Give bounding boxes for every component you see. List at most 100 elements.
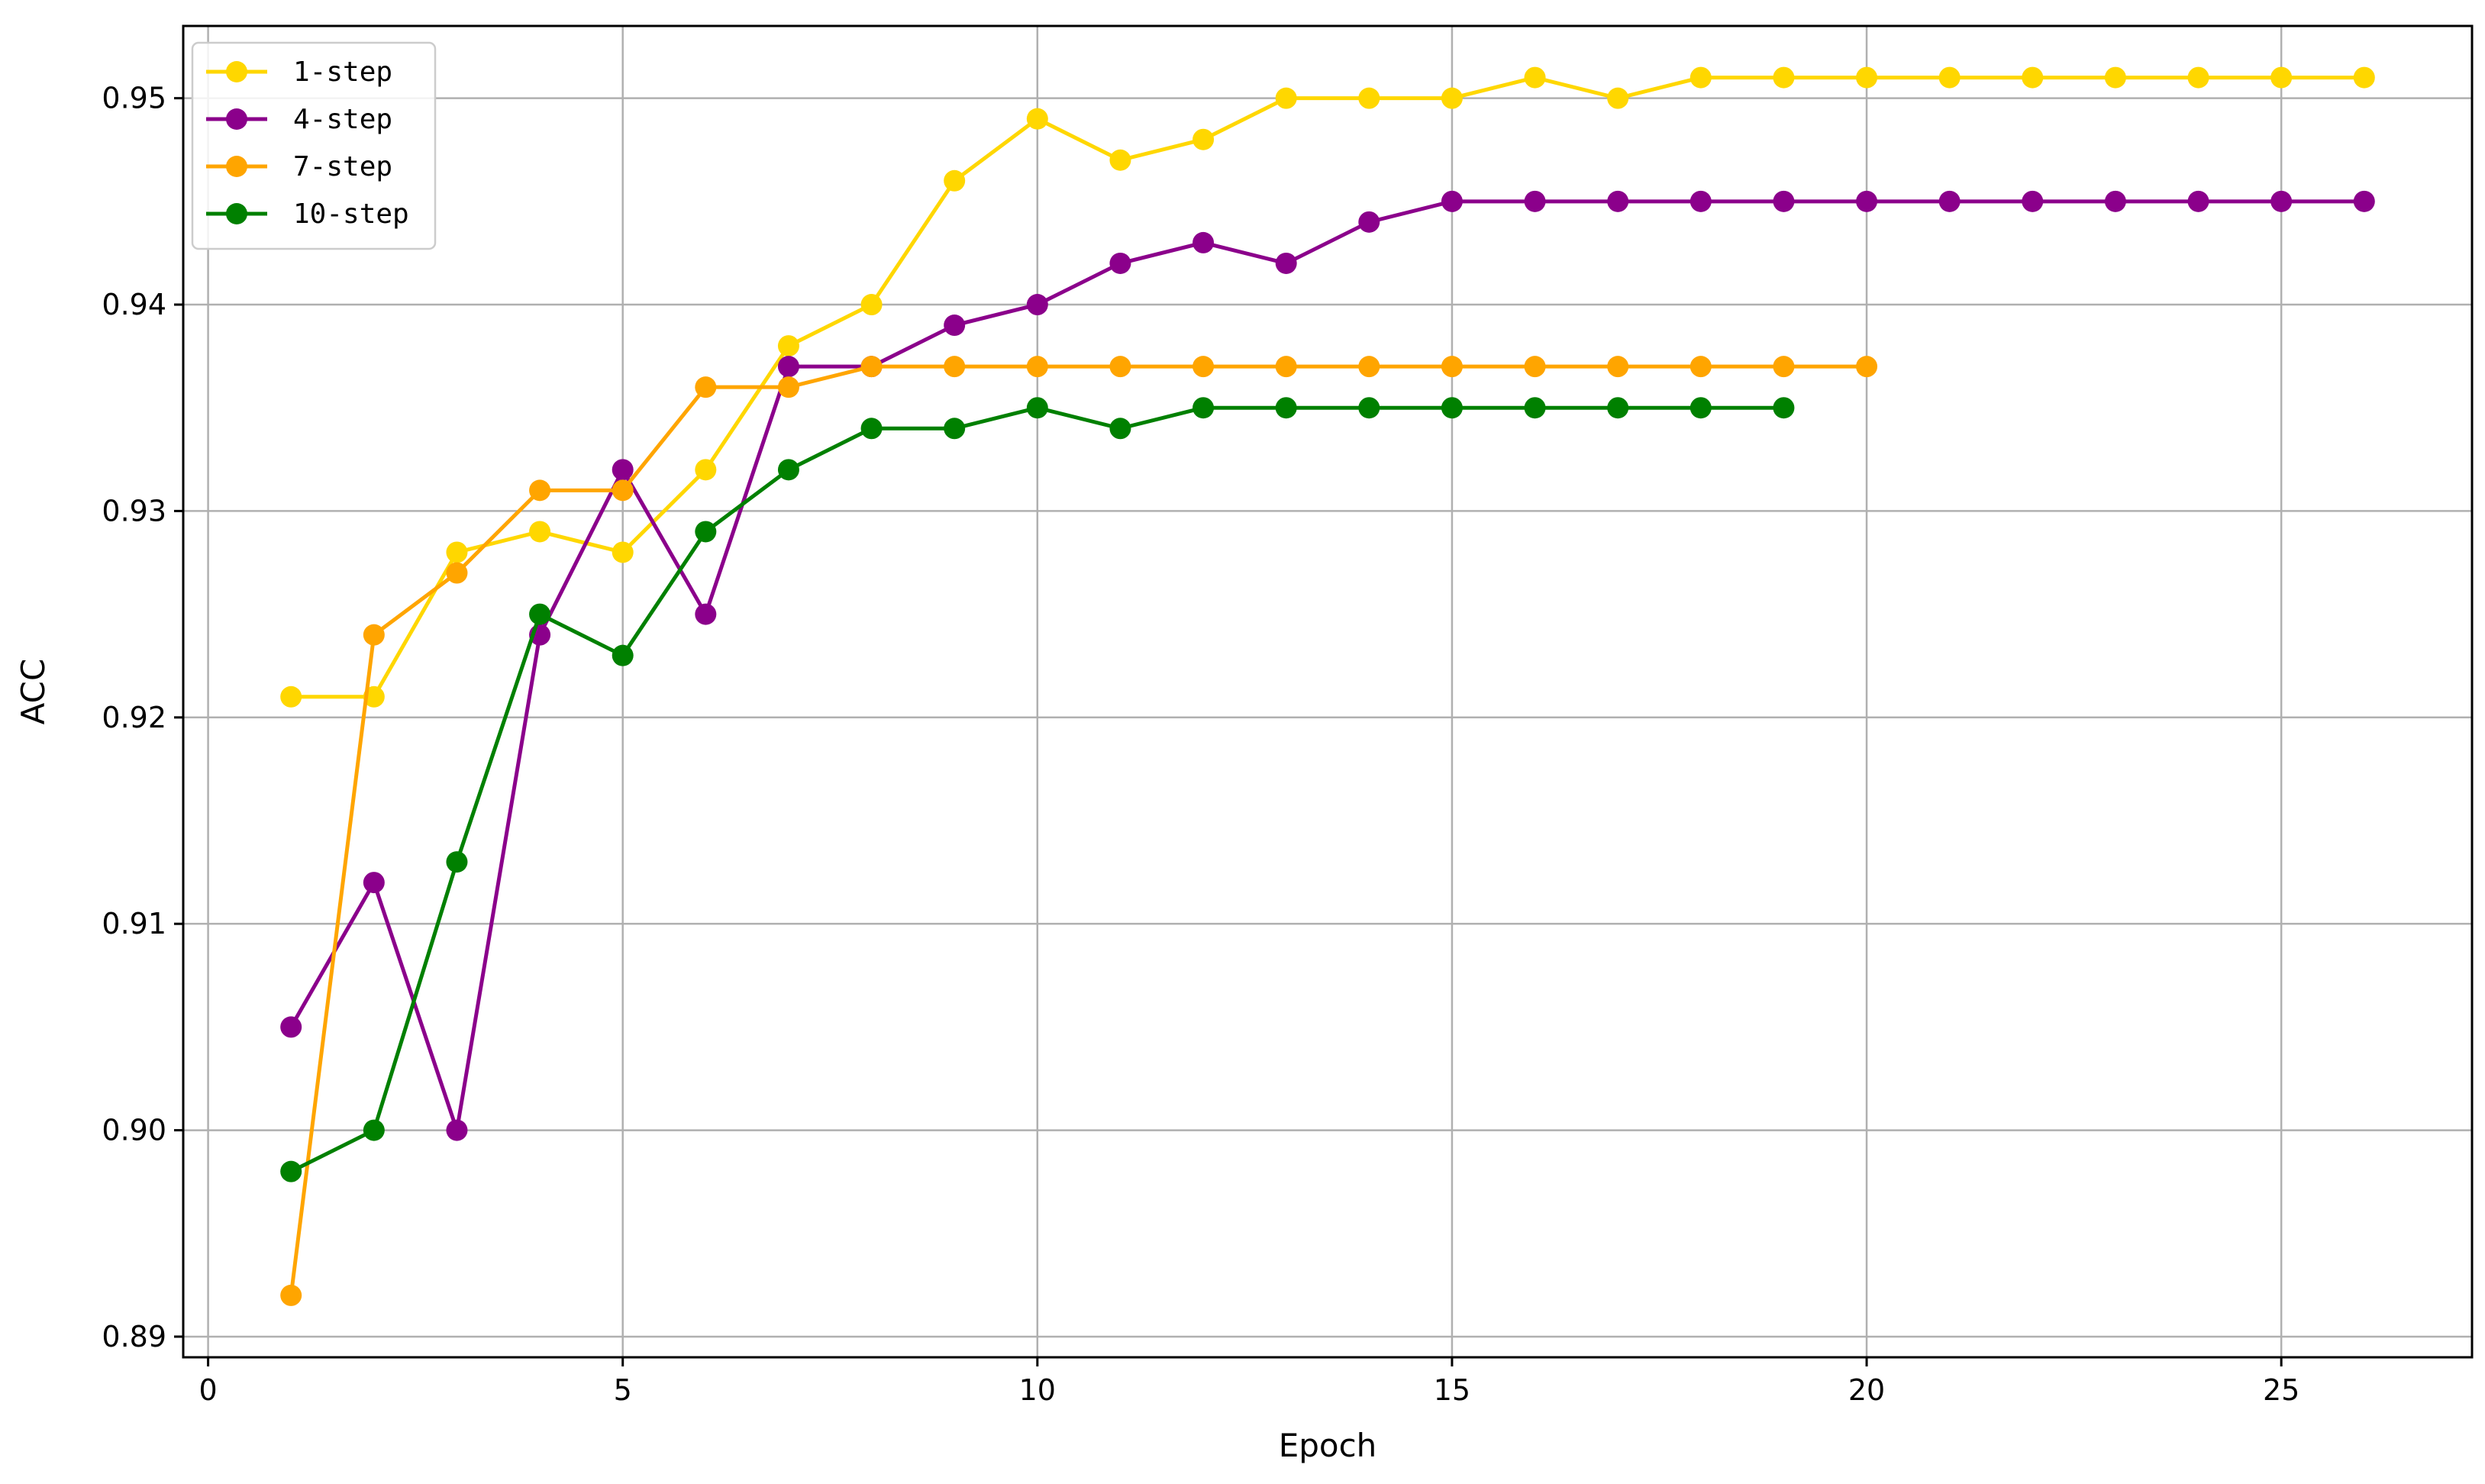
series-1-step (280, 66, 2375, 708)
data-point (280, 1016, 302, 1038)
legend-label: 4-step (293, 104, 392, 135)
data-point (1773, 397, 1795, 419)
data-point (612, 541, 634, 563)
data-point (1856, 356, 1878, 378)
data-point (446, 562, 468, 584)
data-point (2104, 66, 2126, 89)
data-point (612, 644, 634, 666)
data-point (860, 294, 883, 316)
data-point (1275, 87, 1297, 109)
data-point (2353, 66, 2375, 89)
series-line (289, 199, 2364, 1133)
data-point (2270, 190, 2293, 212)
data-point (1026, 356, 1048, 378)
data-point (1689, 397, 1712, 419)
series-line (289, 364, 1867, 1296)
data-point (363, 624, 385, 646)
data-point (2187, 190, 2209, 212)
series-line (291, 76, 2364, 699)
data-point (529, 521, 551, 543)
x-tick-label: 15 (1434, 1373, 1470, 1407)
data-point (1856, 190, 1878, 212)
data-point (612, 479, 634, 502)
data-point (777, 376, 799, 398)
y-tick-label: 0.90 (102, 1114, 166, 1147)
data-point (1773, 66, 1795, 89)
data-point (1689, 66, 1712, 89)
data-point (1109, 356, 1131, 378)
series-7-step (280, 356, 1878, 1306)
data-point (860, 356, 883, 378)
data-point (1192, 128, 1215, 150)
data-point (860, 418, 883, 440)
plot-frame (182, 24, 2474, 1359)
data-point (2022, 190, 2044, 212)
data-point (529, 479, 551, 502)
data-point (2187, 66, 2209, 89)
data-point (1524, 66, 1546, 89)
data-point (363, 1119, 385, 1141)
data-point (1441, 190, 1463, 212)
legend-marker (226, 203, 247, 224)
data-point (1856, 66, 1878, 89)
data-point (1358, 211, 1380, 233)
legend-label: 10-step (293, 198, 409, 230)
data-point (1109, 252, 1131, 274)
data-point (1026, 397, 1048, 419)
x-tick-label: 5 (614, 1373, 632, 1407)
data-point (1441, 356, 1463, 378)
data-point (1026, 294, 1048, 316)
data-point (1109, 418, 1131, 440)
data-point (1192, 397, 1215, 419)
x-tick-label: 20 (1848, 1373, 1885, 1407)
y-tick-label: 0.94 (102, 288, 166, 321)
data-point (1607, 87, 1629, 109)
data-point (944, 315, 966, 337)
series-4-step (280, 190, 2375, 1141)
y-tick-label: 0.95 (102, 82, 166, 115)
legend-box (191, 41, 437, 250)
legend-marker (226, 61, 247, 82)
data-point (1524, 356, 1546, 378)
data-point (446, 1119, 468, 1141)
data-point (944, 169, 966, 192)
data-point (777, 356, 799, 378)
data-point (612, 459, 634, 481)
data-point (2104, 190, 2126, 212)
data-point (280, 1160, 302, 1182)
data-point (1607, 397, 1629, 419)
legend-item: 4-step (206, 104, 392, 135)
data-point (1275, 397, 1297, 419)
data-point (529, 603, 551, 625)
data-point (1938, 190, 1961, 212)
data-point (446, 851, 468, 873)
data-point (1358, 356, 1380, 378)
data-point (1441, 87, 1463, 109)
data-point (1773, 356, 1795, 378)
legend-label: 7-step (293, 151, 392, 182)
data-point (777, 335, 799, 357)
legend: 1-step 4-step 7-step 10-step (191, 41, 437, 250)
data-point (1026, 108, 1048, 130)
y-tick-label: 0.91 (102, 907, 166, 940)
data-point (1938, 66, 1961, 89)
ticks: 0 5 10 15 20 25 0.89 0.90 0.91 0.92 0.93 0.94 0.95 (102, 82, 2299, 1407)
data-point (280, 686, 302, 708)
data-point (363, 872, 385, 894)
data-point (1607, 190, 1629, 212)
data-point (1358, 397, 1380, 419)
y-tick-label: 0.92 (102, 701, 166, 734)
x-tick-label: 25 (2263, 1373, 2299, 1407)
data-point (695, 376, 717, 398)
data-point (944, 356, 966, 378)
y-tick-label: 0.93 (102, 494, 166, 527)
data-point (446, 541, 468, 563)
data-point (695, 603, 717, 625)
data-point (944, 418, 966, 440)
data-point (1358, 87, 1380, 109)
data-point (1441, 397, 1463, 419)
x-tick-label: 0 (198, 1373, 217, 1407)
data-point (1689, 190, 1712, 212)
